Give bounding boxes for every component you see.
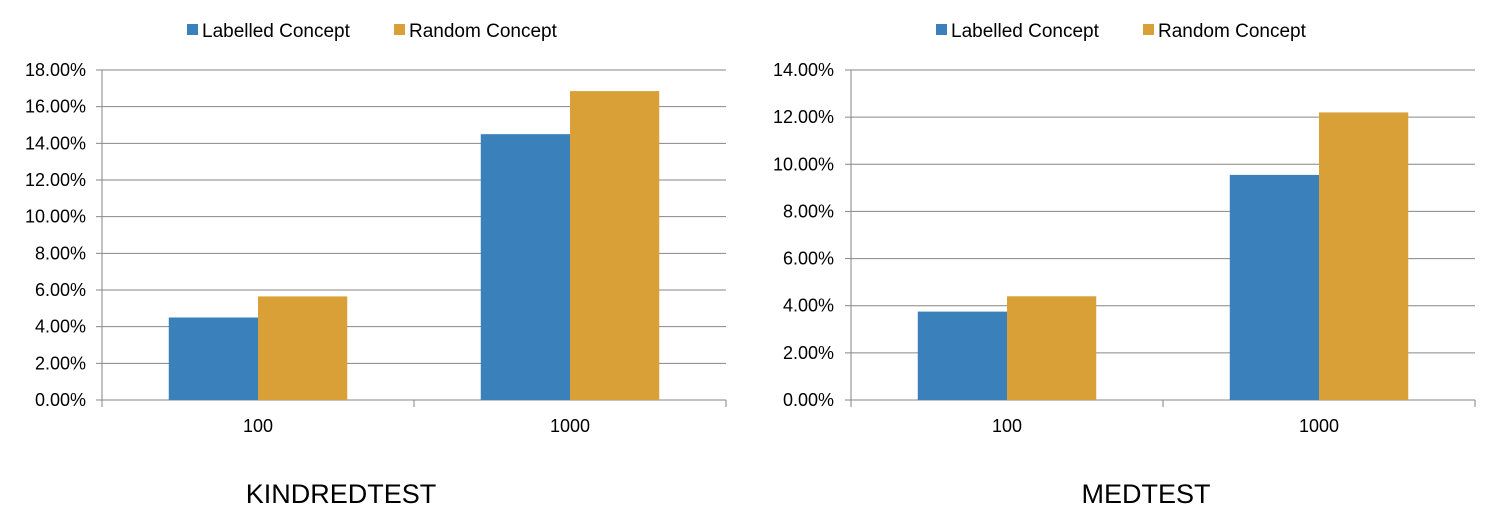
y-tick-label: 8.00%	[35, 243, 86, 263]
legend-label: Labelled Concept	[202, 21, 351, 42]
y-tick-label: 12.00%	[25, 170, 86, 190]
chart-panel-medtest: 0.00% 2.00% 4.00% 6.00% 8.00% 10.00% 12.00% 14.…	[773, 21, 1476, 509]
x-tick-label: 100	[992, 416, 1022, 436]
chart-title: KINDREDTEST	[246, 479, 437, 509]
bar-random-concept-1000	[570, 91, 660, 400]
y-tick-label: 4.00%	[783, 296, 834, 316]
legend-swatch	[187, 24, 198, 35]
legend-swatch	[936, 24, 947, 35]
legend-label: Random Concept	[1158, 21, 1307, 42]
y-tick-label: 4.00%	[35, 317, 86, 337]
y-tick-label: 2.00%	[35, 353, 86, 373]
y-tick-label: 0.00%	[35, 390, 86, 410]
bar-labelled-concept-100	[917, 311, 1007, 400]
y-tick-label: 6.00%	[35, 280, 86, 300]
y-tick-label: 16.00%	[25, 97, 86, 117]
bar-labelled-concept-1000	[480, 134, 570, 400]
y-tick-label: 14.00%	[25, 133, 86, 153]
bar-random-concept-100	[1007, 296, 1097, 400]
y-tick-label: 8.00%	[783, 201, 834, 221]
bar-labelled-concept-100	[168, 317, 258, 400]
legend-label: Random Concept	[409, 21, 558, 42]
legend-label: Labelled Concept	[951, 21, 1100, 42]
y-tick-label: 0.00%	[783, 390, 834, 410]
y-tick-label: 6.00%	[783, 249, 834, 269]
chart-panel-kindredtest: 0.00% 2.00% 4.00% 6.00% 8.00% 10.00% 12.00% 14.…	[25, 21, 727, 509]
y-tick-label: 10.00%	[773, 154, 834, 174]
x-tick-label: 1000	[550, 416, 590, 436]
bar-random-concept-1000	[1319, 112, 1409, 400]
bar-labelled-concept-1000	[1229, 174, 1319, 400]
chart-title: MEDTEST	[1081, 479, 1210, 509]
y-tick-label: 12.00%	[773, 107, 834, 127]
bar-random-concept-100	[258, 296, 348, 400]
y-tick-label: 10.00%	[25, 207, 86, 227]
legend-swatch	[1143, 24, 1154, 35]
legend-swatch	[394, 24, 405, 35]
y-tick-label: 2.00%	[783, 343, 834, 363]
x-tick-label: 1000	[1299, 416, 1339, 436]
y-tick-label: 18.00%	[25, 60, 86, 80]
y-tick-label: 14.00%	[773, 60, 834, 80]
x-tick-label: 100	[243, 416, 273, 436]
